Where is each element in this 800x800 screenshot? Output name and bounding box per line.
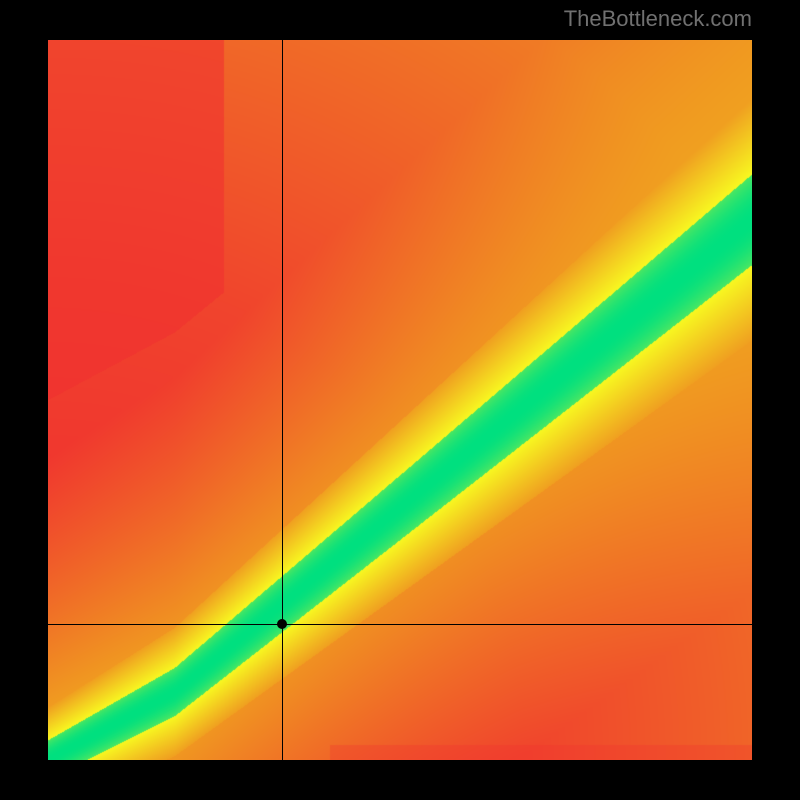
crosshair-vertical bbox=[282, 40, 283, 760]
bottleneck-heatmap bbox=[48, 40, 752, 760]
selection-marker[interactable] bbox=[277, 619, 287, 629]
crosshair-horizontal bbox=[48, 624, 752, 625]
attribution-text: TheBottleneck.com bbox=[564, 6, 752, 32]
plot-area bbox=[48, 40, 752, 760]
